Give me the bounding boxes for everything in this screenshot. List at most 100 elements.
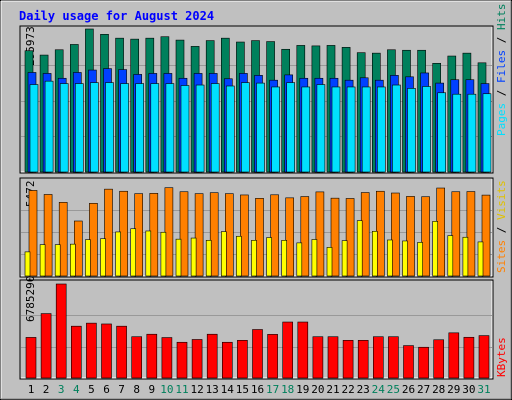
bar-visits — [371, 230, 378, 277]
x-tick-label: 31 — [477, 383, 490, 396]
bar-kbytes — [71, 325, 82, 379]
bar-kbytes — [327, 336, 339, 379]
bar-pages — [407, 88, 416, 173]
bar-pages — [437, 92, 447, 173]
x-tick-label: 12 — [190, 383, 203, 396]
bar-kbytes — [267, 334, 278, 379]
bar-visits — [221, 231, 227, 277]
bar-visits — [251, 239, 257, 277]
bar-pages — [226, 85, 235, 173]
bar-sites — [345, 198, 355, 277]
x-tick-label: 11 — [175, 383, 188, 396]
bars-middle — [24, 187, 491, 277]
bar-pages — [452, 93, 462, 173]
bar-visits — [54, 244, 61, 277]
bar-visits — [296, 242, 303, 277]
bar-sites — [481, 194, 491, 277]
legend-visits: Visits — [495, 180, 508, 220]
bar-kbytes — [131, 336, 142, 379]
bar-visits — [205, 239, 212, 277]
x-tick-label: 19 — [296, 383, 309, 396]
bar-visits — [160, 231, 167, 277]
bars-bottom — [25, 283, 490, 379]
bar-sites — [43, 194, 53, 277]
bar-pages — [180, 85, 190, 173]
bar-pages — [44, 80, 54, 173]
bar-pages — [482, 93, 492, 173]
bar-sites — [58, 202, 68, 277]
x-tick-label: 26 — [402, 383, 415, 396]
x-tick-label: 24 — [372, 383, 386, 396]
bar-sites — [421, 196, 430, 277]
bar-kbytes — [116, 325, 127, 379]
bar-kbytes — [146, 333, 158, 379]
x-tick-label: 14 — [221, 383, 235, 396]
x-tick-label: 25 — [387, 383, 400, 396]
bar-visits — [145, 230, 152, 277]
bar-visits — [70, 243, 76, 277]
bar-sites — [240, 194, 249, 277]
bar-pages — [392, 84, 401, 173]
x-tick-label: 30 — [462, 383, 475, 396]
bar-kbytes — [403, 345, 414, 379]
x-tick-label: 8 — [133, 383, 140, 396]
bar-kbytes — [282, 321, 294, 379]
bar-visits — [236, 235, 242, 277]
bottom-ymax-label: 6785290 — [24, 276, 37, 322]
bar-sites — [330, 197, 340, 277]
x-tick-label: 27 — [417, 383, 430, 396]
bar-visits — [341, 240, 348, 277]
x-tick-label: 21 — [326, 383, 339, 396]
bar-pages — [59, 83, 69, 173]
bar-sites — [285, 197, 295, 277]
bar-sites — [315, 191, 325, 277]
bar-visits — [281, 239, 288, 277]
x-tick-label: 23 — [357, 383, 370, 396]
x-tick-label: 10 — [160, 383, 173, 396]
bar-kbytes — [297, 321, 309, 379]
bar-sites — [270, 194, 279, 277]
bar-visits — [402, 240, 408, 277]
legend-pages: Pages — [495, 103, 508, 136]
bar-pages — [271, 86, 280, 173]
legend-kbytes: KBytes — [495, 337, 508, 377]
bar-visits — [387, 239, 393, 277]
bar-kbytes — [342, 340, 354, 379]
bar-visits — [115, 231, 121, 277]
bar-kbytes — [237, 340, 248, 379]
bar-visits — [356, 220, 363, 277]
bar-kbytes — [357, 340, 369, 379]
bar-sites — [104, 188, 113, 277]
bar-kbytes — [101, 323, 112, 379]
bar-pages — [165, 83, 175, 173]
x-tick-label: 4 — [73, 383, 80, 396]
x-tick-label: 18 — [281, 383, 294, 396]
bar-sites — [300, 196, 310, 277]
bar-pages — [120, 83, 129, 173]
x-tick-label: 29 — [447, 383, 460, 396]
x-tick-label: 6 — [103, 383, 110, 396]
x-tick-label: 20 — [311, 383, 324, 396]
bar-visits — [130, 228, 136, 277]
x-tick-label: 1 — [28, 383, 35, 396]
bar-sites — [466, 191, 476, 277]
bar-kbytes — [312, 336, 324, 379]
bar-kbytes — [433, 339, 445, 379]
legend-files: Files — [495, 50, 508, 83]
bar-pages — [346, 86, 356, 173]
bar-visits — [417, 242, 423, 277]
x-tick-label: 28 — [432, 383, 445, 396]
bar-pages — [331, 86, 341, 173]
bar-pages — [90, 82, 99, 173]
bar-pages — [241, 82, 250, 173]
legend-hits: Hits — [495, 4, 508, 31]
x-tick-label: 22 — [341, 383, 354, 396]
bar-visits — [39, 244, 46, 277]
bottom-legend: KBytes — [495, 337, 508, 377]
bar-visits — [326, 247, 333, 277]
bar-sites — [451, 191, 461, 277]
bar-pages — [29, 84, 39, 173]
bar-visits — [266, 237, 272, 277]
bar-visits — [477, 241, 484, 277]
